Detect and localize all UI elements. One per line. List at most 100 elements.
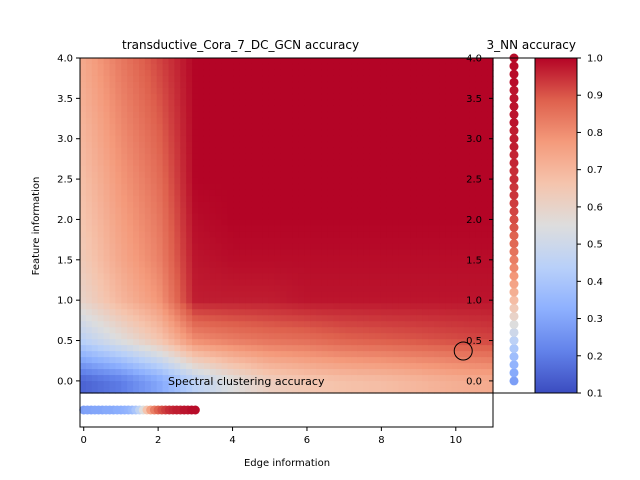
heatmap-cell (333, 159, 341, 167)
heatmap-cell (215, 213, 223, 221)
heatmap-cell (109, 309, 116, 316)
heatmap-cell (410, 345, 417, 352)
heatmap-cell (209, 345, 217, 352)
heatmap-cell (333, 297, 341, 304)
heatmap-cell (386, 237, 394, 245)
heatmap-cell (316, 297, 323, 304)
heatmap-cell (192, 375, 199, 382)
heatmap-cell (251, 261, 258, 268)
knn-ytick-label: 0.0 (466, 376, 482, 387)
knn-point (509, 287, 519, 297)
heatmap-cell (380, 381, 388, 388)
heatmap-cell (198, 63, 205, 71)
heatmap-cell (150, 177, 158, 185)
heatmap-cell (434, 303, 441, 310)
heatmap-cell (392, 129, 400, 137)
heatmap-cell (481, 81, 488, 89)
heatmap-cell (333, 129, 341, 137)
heatmap-cell (321, 381, 329, 388)
heatmap-cell (481, 225, 488, 233)
heatmap-cell (316, 339, 323, 346)
heatmap-cell (380, 327, 388, 334)
heatmap-cell (304, 93, 311, 101)
heatmap-cell (310, 321, 317, 328)
heatmap-cell (233, 111, 240, 119)
heatmap-cell (445, 147, 453, 155)
knn-point (509, 61, 519, 71)
heatmap-cell (280, 153, 288, 161)
heatmap-cell (428, 345, 435, 352)
heatmap-cell (286, 141, 293, 149)
heatmap-cell (422, 387, 429, 394)
heatmap-cell (139, 315, 146, 322)
heatmap-cell (416, 255, 423, 262)
heatmap-cell (298, 189, 305, 197)
heatmap-cell (198, 231, 205, 239)
heatmap-cell (139, 351, 146, 358)
heatmap-cell (180, 87, 187, 95)
heatmap-cell (351, 129, 358, 137)
heatmap-cell (97, 135, 105, 143)
heatmap-cell (268, 333, 276, 340)
heatmap-cell (144, 165, 152, 173)
heatmap-cell (386, 135, 394, 143)
heatmap-cell (221, 249, 229, 257)
heatmap-cell (192, 213, 199, 221)
heatmap-cell (375, 123, 382, 131)
heatmap-cell (410, 333, 417, 340)
heatmap-cell (357, 321, 364, 328)
heatmap-cell (245, 267, 252, 274)
heatmap-cell (327, 153, 335, 161)
heatmap-cell (180, 75, 187, 83)
heatmap-cell (333, 381, 341, 388)
heatmap-cell (434, 231, 441, 239)
heatmap-cell (274, 381, 282, 388)
heatmap-cell (304, 99, 311, 107)
heatmap-cell (375, 381, 382, 388)
heatmap-cell (192, 339, 199, 346)
heatmap-cell (434, 219, 441, 227)
heatmap-cell (85, 285, 93, 292)
heatmap-cell (227, 165, 234, 173)
heatmap-cell (487, 159, 494, 167)
heatmap-cell (392, 189, 400, 197)
heatmap-cell (386, 327, 394, 334)
heatmap-cell (416, 285, 423, 292)
heatmap-cell (198, 387, 205, 394)
heatmap-cell (139, 339, 146, 346)
heatmap-cell (215, 291, 223, 298)
heatmap-cell (286, 93, 293, 101)
heatmap-cell (233, 231, 240, 239)
heatmap-cell (139, 201, 146, 209)
heatmap-cell (345, 219, 352, 227)
heatmap-cell (97, 189, 105, 197)
heatmap-cell (298, 99, 305, 107)
heatmap-cell (457, 177, 465, 185)
heatmap-cell (115, 339, 122, 346)
heatmap-cell (103, 285, 111, 292)
heatmap-cell (227, 177, 234, 185)
heatmap-cell (363, 177, 370, 185)
heatmap-cell (203, 351, 211, 358)
heatmap-cell (316, 279, 323, 286)
heatmap-cell (150, 231, 158, 239)
heatmap-cell (451, 339, 459, 346)
heatmap-cell (257, 291, 264, 298)
heatmap-cell (339, 213, 347, 221)
heatmap-cell (357, 135, 364, 143)
heatmap-cell (133, 165, 140, 173)
heatmap-cell (321, 261, 329, 268)
heatmap-cell (180, 267, 187, 274)
heatmap-cell (203, 345, 211, 352)
heatmap-cell (298, 321, 305, 328)
heatmap-cell (168, 381, 175, 388)
heatmap-cell (239, 291, 246, 298)
heatmap-cell (357, 87, 364, 95)
heatmap-cell (321, 327, 329, 334)
heatmap-cell (127, 183, 134, 191)
heatmap-cell (144, 267, 152, 274)
heatmap-cell (103, 381, 111, 388)
heatmap-cell (463, 105, 470, 113)
heatmap-cell (215, 261, 223, 268)
heatmap-cell (457, 183, 465, 191)
